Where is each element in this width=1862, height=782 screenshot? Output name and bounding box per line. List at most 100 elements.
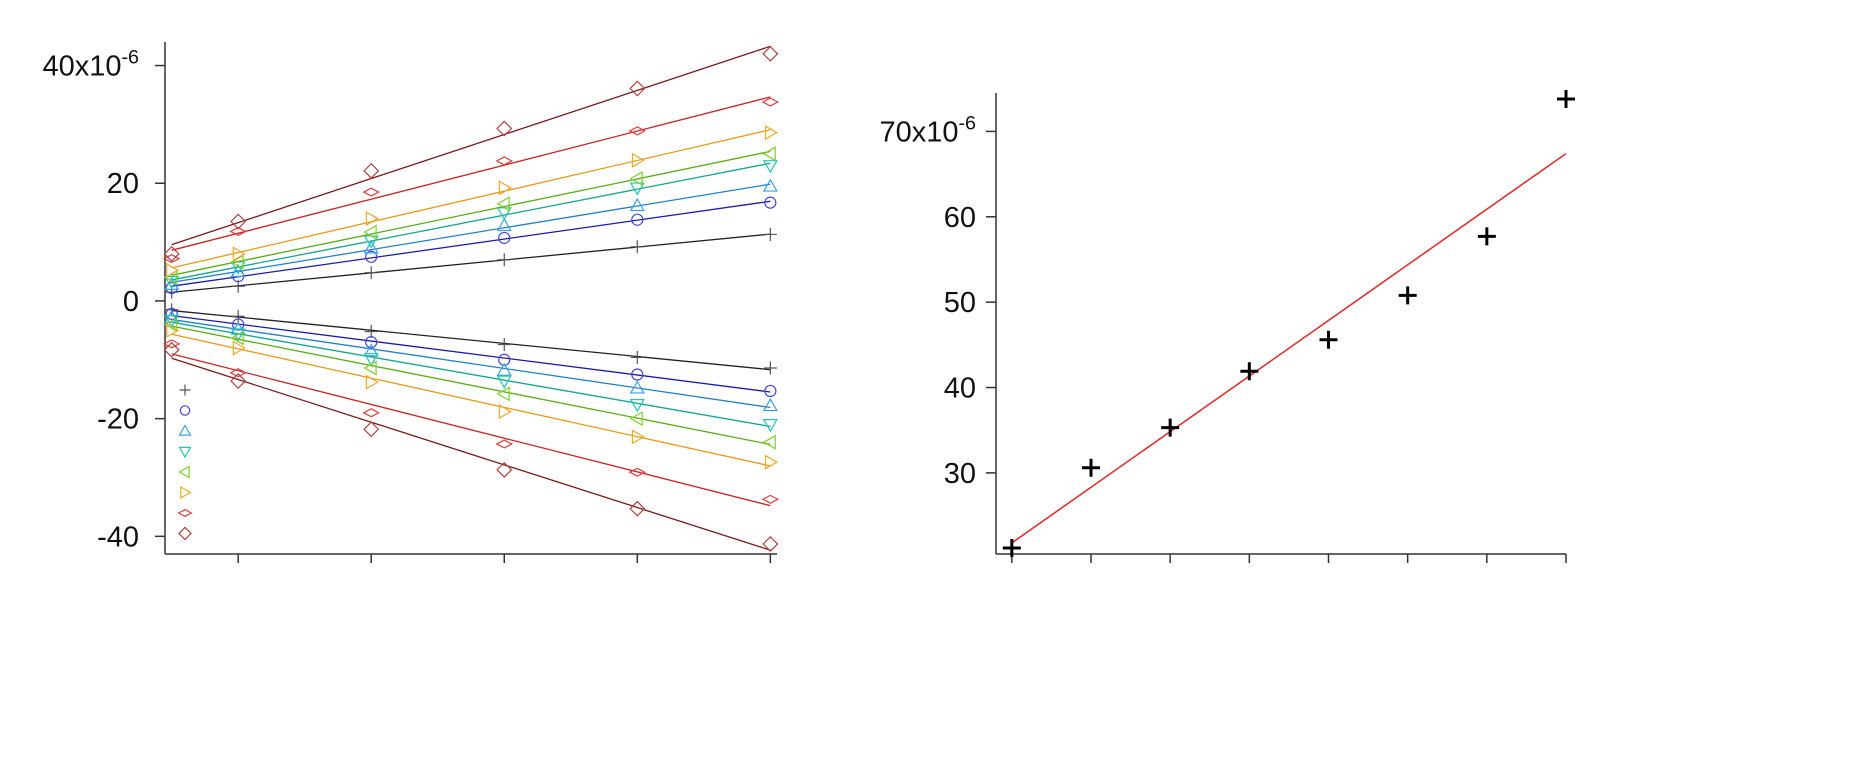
data-point-upper bbox=[498, 180, 512, 196]
data-point-lower bbox=[496, 362, 512, 376]
data-point-lower bbox=[165, 307, 178, 321]
data-point-upper bbox=[163, 245, 180, 262]
data-point-lower bbox=[363, 421, 380, 438]
data-point-upper bbox=[496, 120, 513, 137]
data-point-lower bbox=[365, 374, 379, 390]
data-point-lower bbox=[764, 384, 777, 398]
legend-marker bbox=[178, 446, 192, 459]
series-4pct bbox=[163, 146, 776, 450]
fit-line-upper bbox=[171, 96, 771, 251]
fit-line-lower bbox=[171, 353, 771, 507]
legend-marker bbox=[179, 405, 191, 416]
data-point-lower bbox=[231, 309, 245, 323]
data-point-lower bbox=[498, 353, 511, 366]
legend-marker bbox=[180, 485, 192, 500]
fit-line bbox=[1011, 152, 1567, 544]
data-point-upper bbox=[495, 156, 514, 166]
data-point-lower bbox=[363, 343, 379, 357]
data-point-upper bbox=[496, 196, 510, 212]
fit-line-lower bbox=[171, 318, 771, 409]
data-point-lower bbox=[364, 325, 378, 339]
data-point-lower bbox=[495, 439, 514, 449]
data-point-upper bbox=[764, 196, 777, 209]
y-tick-label-b: 40 bbox=[944, 373, 976, 405]
data-point bbox=[1319, 330, 1338, 349]
legend-marker bbox=[178, 465, 190, 479]
legend-marker bbox=[179, 384, 191, 396]
data-point-lower bbox=[497, 337, 511, 351]
data-point-upper bbox=[162, 253, 181, 264]
series-7pct bbox=[163, 45, 779, 552]
data-point-upper bbox=[230, 263, 246, 277]
data-point-lower bbox=[629, 380, 645, 394]
chart-b: 70x10-6 60 50 40 30 bbox=[879, 89, 1575, 563]
legend-a bbox=[177, 384, 193, 541]
data-point-lower bbox=[229, 368, 247, 378]
y-tick-label-a: 40x10-6 bbox=[42, 47, 139, 83]
y-tick-label-a-main: 0 bbox=[123, 286, 139, 318]
fit-line-lower bbox=[171, 314, 771, 393]
data-point bbox=[1082, 458, 1100, 477]
y-tick-label-b-sup: -6 bbox=[958, 112, 976, 134]
data-point-upper bbox=[497, 253, 511, 267]
y-tick-label-a-main: 40x10 bbox=[42, 51, 121, 83]
fit-line-lower bbox=[171, 321, 771, 428]
fit-line-lower bbox=[171, 357, 771, 551]
data-point-upper bbox=[631, 152, 646, 168]
fit-line-upper bbox=[171, 200, 771, 287]
data-point-lower bbox=[496, 375, 512, 389]
data-point-lower bbox=[365, 336, 378, 349]
y-tick-label-a: -20 bbox=[97, 404, 139, 436]
data-point-lower bbox=[230, 330, 244, 346]
data-point-upper bbox=[364, 266, 378, 280]
data-point-lower bbox=[232, 340, 246, 356]
data-point-upper bbox=[631, 213, 644, 226]
data-point-upper bbox=[761, 97, 780, 107]
data-point bbox=[1477, 227, 1496, 246]
data-point-upper bbox=[629, 80, 646, 97]
y-tick-label-a-main: 20 bbox=[107, 168, 139, 200]
y-tick-label-b: 30 bbox=[944, 458, 976, 490]
data-point-lower bbox=[629, 411, 643, 427]
data-point-lower bbox=[762, 419, 778, 433]
data-point-lower bbox=[761, 494, 780, 504]
data-point-upper bbox=[629, 170, 643, 187]
data-point bbox=[1557, 89, 1575, 108]
data-point-lower bbox=[762, 535, 779, 552]
y-tick-label-b: 60 bbox=[944, 202, 976, 234]
data-point-upper bbox=[496, 217, 512, 232]
fit-line-upper bbox=[171, 45, 771, 246]
y-tick-label-b: 70x10-6 bbox=[879, 112, 976, 148]
fit-line-lower bbox=[171, 309, 771, 371]
fit-line-upper bbox=[171, 129, 771, 269]
data-point-lower bbox=[629, 500, 646, 517]
legend-marker bbox=[178, 424, 192, 436]
chart-a: 40x10-6 20 0 -20 -40 bbox=[42, 42, 780, 563]
data-point-upper bbox=[763, 227, 777, 241]
data-point-upper bbox=[628, 126, 647, 136]
fit-line-lower bbox=[171, 325, 771, 446]
series-6pct bbox=[162, 96, 780, 507]
data-point-lower bbox=[163, 341, 180, 358]
data-point bbox=[1002, 539, 1021, 558]
data-point-upper bbox=[232, 246, 246, 262]
data-point-upper bbox=[629, 197, 645, 212]
data-point-lower bbox=[232, 318, 245, 331]
y-tick-label-b: 50 bbox=[944, 287, 976, 319]
fit-line-upper bbox=[171, 162, 771, 281]
data-point-lower bbox=[763, 361, 777, 375]
data-point-lower bbox=[762, 397, 778, 412]
data-point-lower bbox=[362, 408, 380, 418]
data-point-upper bbox=[363, 162, 380, 179]
data-point-upper bbox=[762, 178, 778, 192]
data-point-lower bbox=[764, 454, 779, 470]
fit-line-lower bbox=[171, 333, 771, 467]
data-point-lower bbox=[496, 461, 513, 478]
data-point-upper bbox=[762, 160, 778, 174]
data-point-upper bbox=[630, 240, 644, 254]
data-point-upper bbox=[365, 211, 379, 227]
data-point-upper bbox=[362, 187, 380, 197]
data-point-upper bbox=[230, 213, 247, 230]
data-point-lower bbox=[631, 368, 644, 381]
